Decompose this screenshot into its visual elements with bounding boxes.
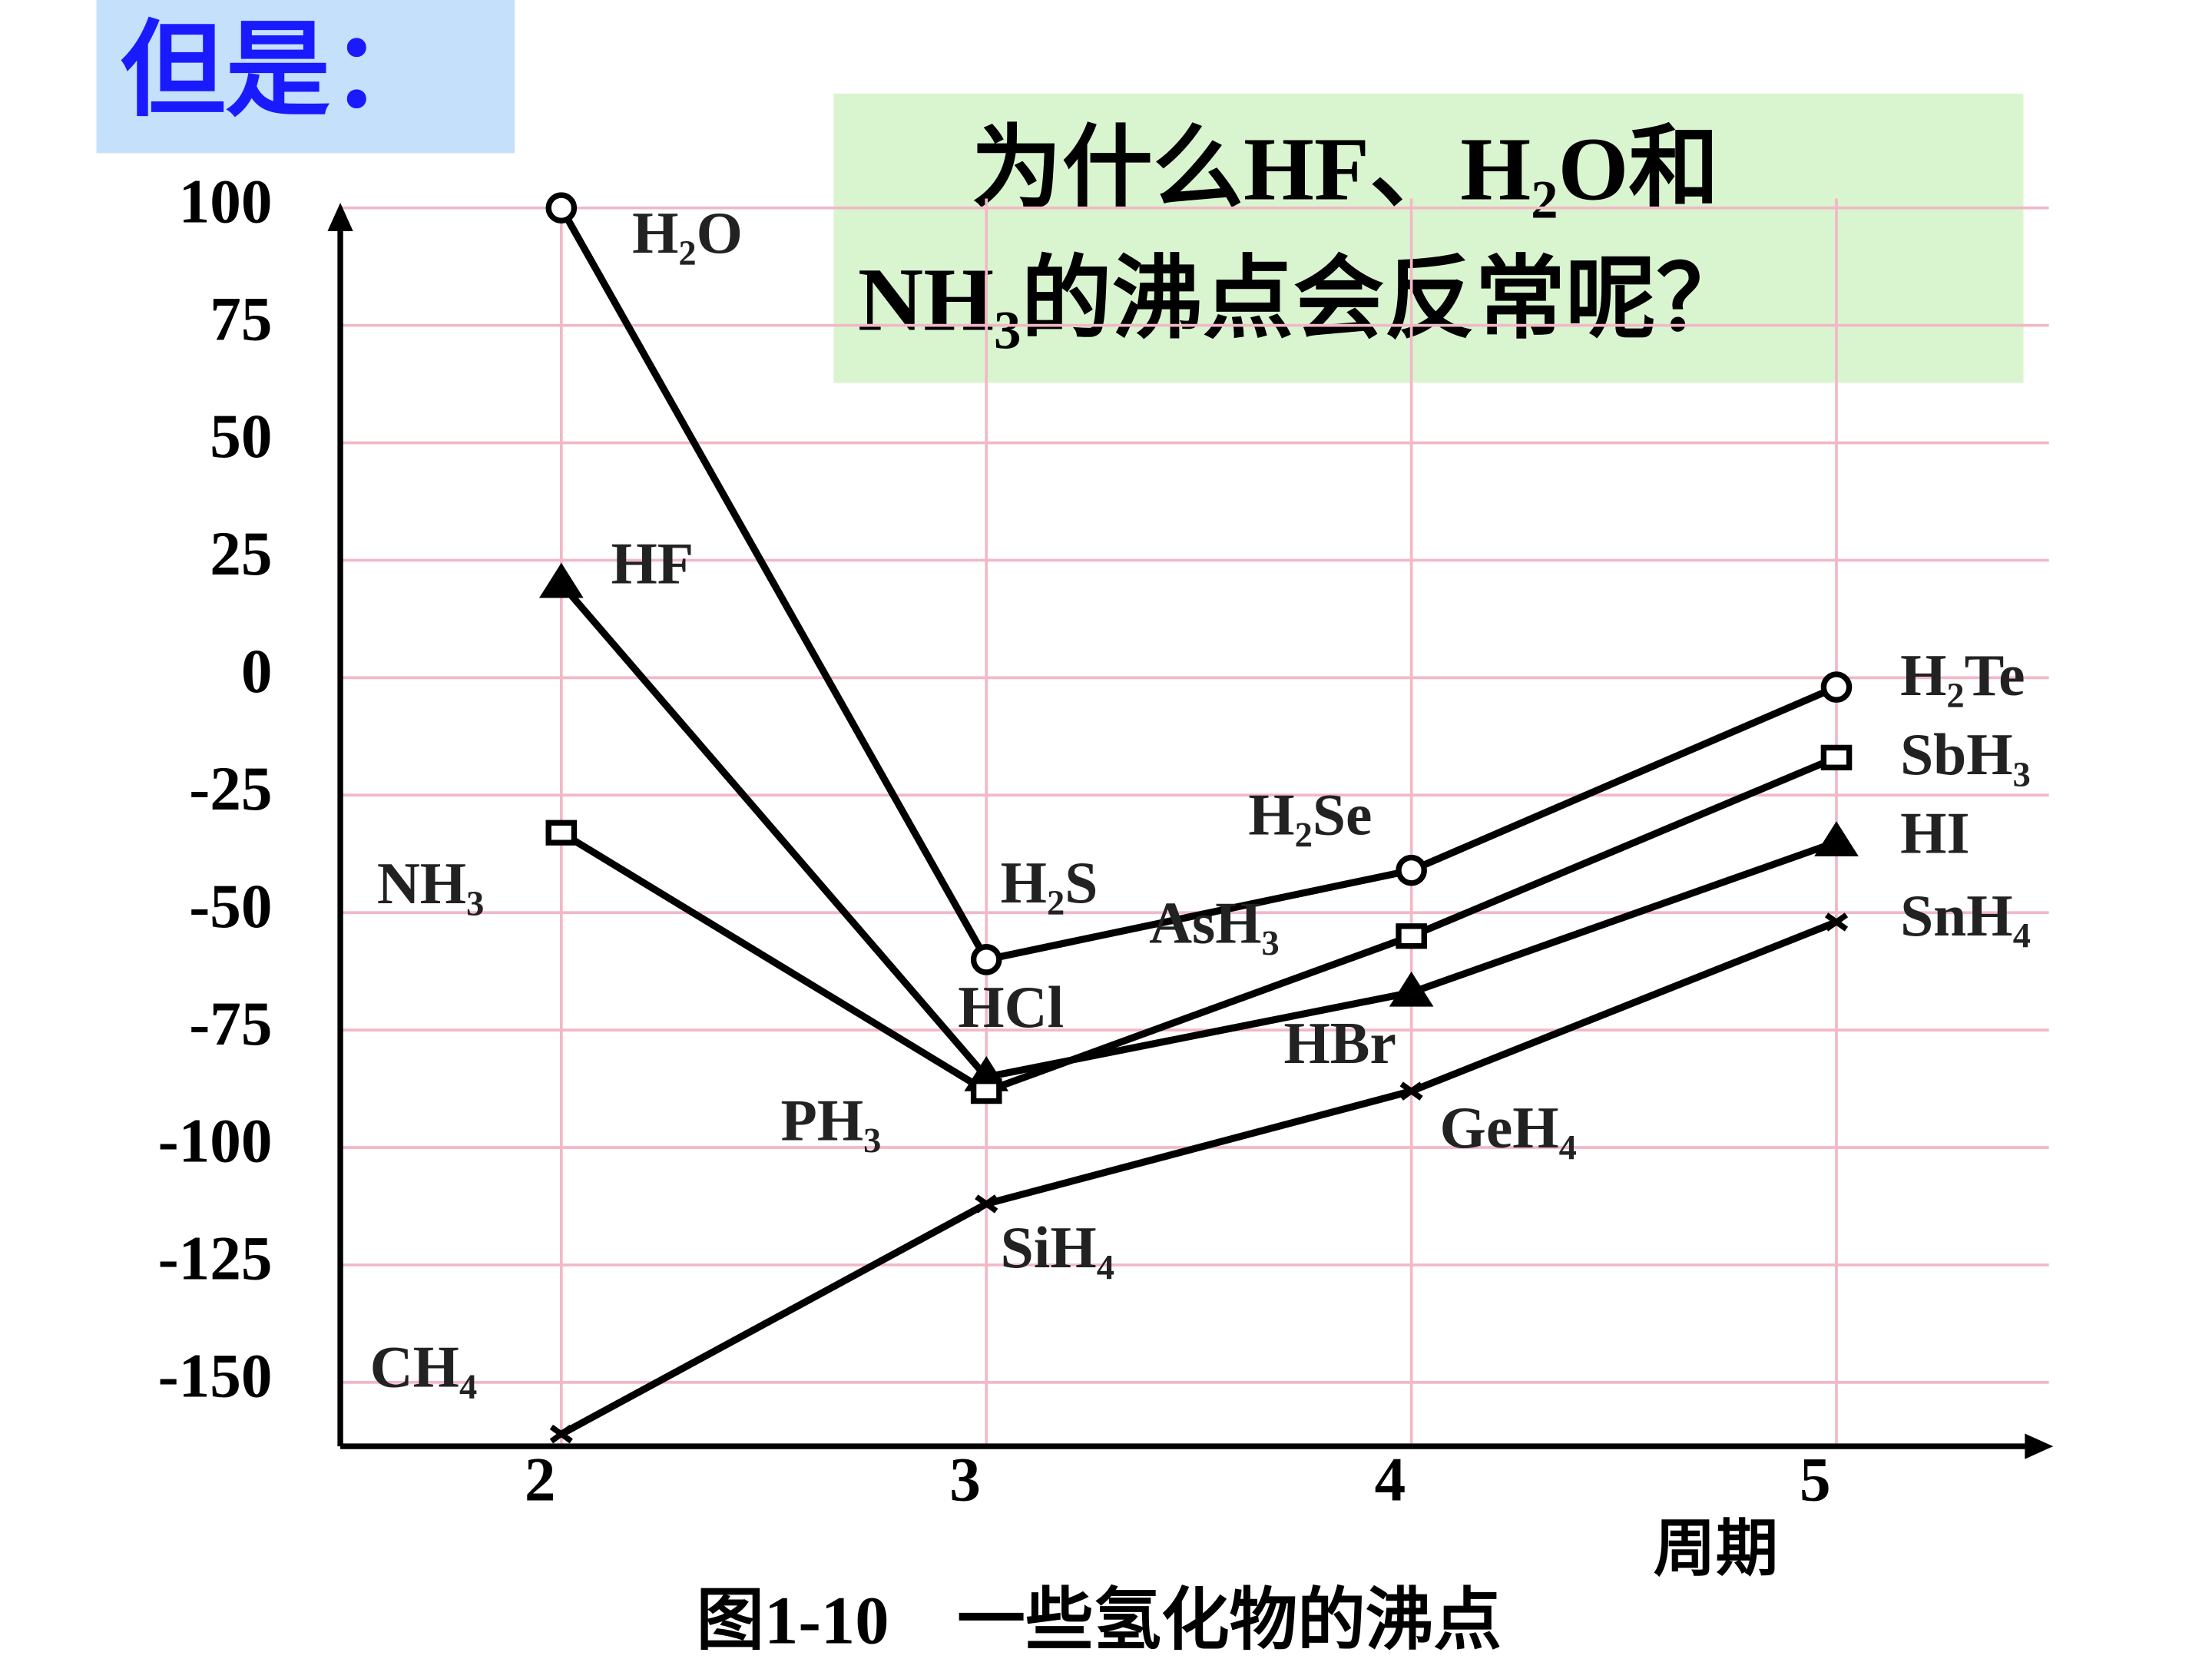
y-tick-label: -125 <box>158 1224 273 1293</box>
plot: H₂O H₂S H₂Se H₂Te HF HCl HBr HI NH₃ PH₃ AsH₃ SbH₃ CH… <box>370 192 2031 1444</box>
point-label: AsH₃ <box>1149 889 1280 955</box>
question-line: NH₃的沸点会反常呢？ <box>858 250 1747 350</box>
point-label: H₂Se <box>1248 781 1372 847</box>
x-tick-label: 3 <box>949 1445 981 1514</box>
marker <box>1824 912 1849 932</box>
x-tick-label: 2 <box>525 1445 556 1514</box>
marker <box>1396 923 1427 949</box>
marker <box>1820 744 1853 770</box>
y-tick-label: -150 <box>158 1342 273 1411</box>
line <box>559 754 1838 1095</box>
marker <box>545 820 578 846</box>
point-label: HBr <box>1283 1010 1396 1076</box>
point-label: SiH₄ <box>1001 1214 1114 1280</box>
point-label: CH₄ <box>370 1334 478 1400</box>
point-label: SbH₃ <box>1900 721 2031 787</box>
marker <box>1389 971 1434 1007</box>
line <box>558 206 1838 964</box>
marker <box>545 192 578 224</box>
marker <box>1399 1081 1423 1101</box>
y-tick-label: 0 <box>241 637 273 706</box>
point-label: H₂S <box>1001 849 1098 916</box>
y-arrow <box>327 203 353 231</box>
marker <box>1820 671 1853 703</box>
point-label: H₂Te <box>1900 642 2025 708</box>
marker <box>1814 821 1859 856</box>
question-box <box>833 93 2024 383</box>
caption: 图1-10 一些氢化物的沸点 <box>697 1584 1502 1659</box>
point-label: H₂O <box>632 200 743 266</box>
question-line: 为什么HF、H₂O和 <box>972 119 1720 220</box>
grid <box>340 198 2049 1444</box>
header-box <box>96 0 515 154</box>
point-label: NH₃ <box>377 850 485 916</box>
marker <box>538 562 584 598</box>
marker <box>975 1194 998 1214</box>
y-tick-label: 50 <box>210 402 272 471</box>
marker <box>1396 854 1427 886</box>
point-label: HCl <box>958 974 1064 1040</box>
y-tick-label: 25 <box>210 519 272 588</box>
point-label: HI <box>1900 800 1969 866</box>
marker <box>970 1078 1002 1104</box>
x-axis-label: 周期 <box>1654 1515 1778 1584</box>
x-tick-label: 4 <box>1375 1445 1406 1514</box>
point-label: PH₃ <box>781 1088 882 1154</box>
y-tick-label: -75 <box>189 989 272 1058</box>
line <box>559 919 1838 1438</box>
marker <box>970 944 1002 975</box>
y-tick-label: -50 <box>189 872 272 941</box>
header: 但是： <box>121 12 435 129</box>
marker <box>549 1424 573 1444</box>
x-arrow <box>2025 1433 2054 1459</box>
y-tick-label: 100 <box>179 167 273 236</box>
point-label: HF <box>611 530 694 596</box>
y-tick-label: -100 <box>158 1107 273 1176</box>
point-label: SnH₄ <box>1900 882 2031 949</box>
y-tick-label: 75 <box>210 284 272 353</box>
point-label: GeH₄ <box>1440 1094 1577 1161</box>
y-tick-label: -25 <box>189 754 272 823</box>
x-tick-label: 5 <box>1800 1445 1831 1514</box>
line <box>558 581 1838 1081</box>
